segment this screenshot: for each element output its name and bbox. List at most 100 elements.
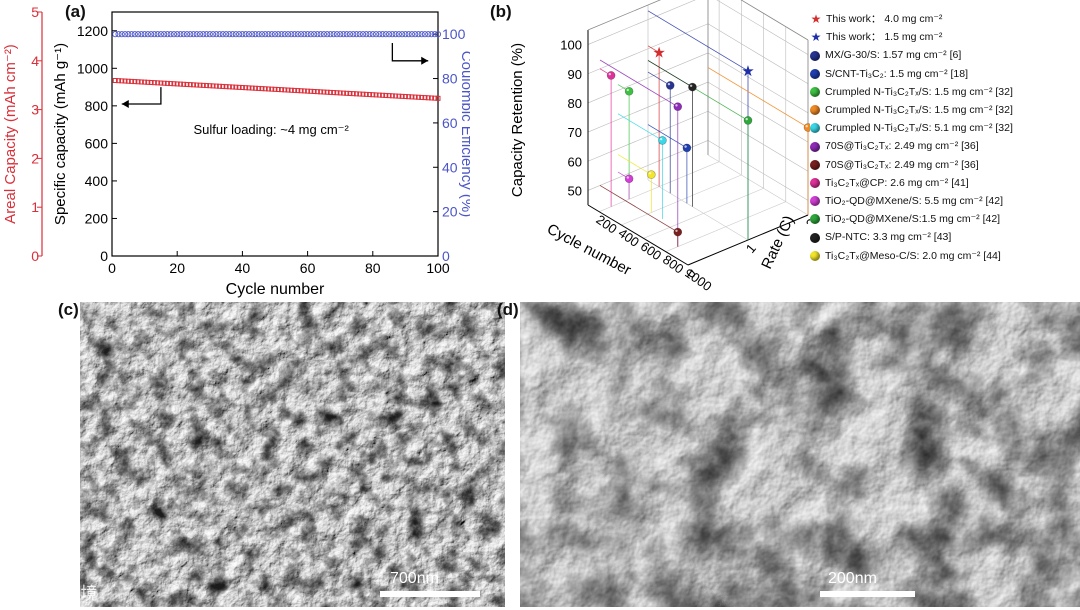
efficiency-point <box>161 31 168 38</box>
efficiency-point <box>268 31 275 38</box>
capacity-point <box>233 84 239 90</box>
capacity-point <box>142 79 148 85</box>
capacity-point <box>236 84 242 90</box>
efficiency-point <box>405 31 412 38</box>
capacity-point <box>419 94 425 100</box>
legend-label: MX/G-30/S: 1.57 mg cm⁻² [6] <box>825 49 962 62</box>
legend-entry: ★ This work： 1.5 mg cm⁻² <box>810 28 1078 46</box>
capacity-point <box>282 87 288 93</box>
capacity-point <box>324 89 330 95</box>
x-axis-label: Cycle number <box>226 281 325 298</box>
efficiency-point <box>232 31 239 38</box>
efficiency-point <box>314 31 321 38</box>
capacity-point <box>350 91 356 97</box>
points-3d: ★★ <box>599 10 810 247</box>
efficiency-series <box>112 31 442 38</box>
efficiency-point <box>337 31 344 38</box>
legend-entry: 70S@Ti₃C₂Tₓ: 2.49 mg cm⁻² [36] <box>810 156 1078 174</box>
capacity-point <box>197 82 203 88</box>
capacity-point <box>171 81 177 87</box>
capacity-point <box>435 95 441 101</box>
efficiency-point <box>206 31 213 38</box>
efficiency-point <box>327 31 334 38</box>
plot-frame <box>111 11 439 257</box>
legend: ★ This work： 4.0 mg cm⁻² ★ This work： 1.5 m… <box>810 10 1078 265</box>
areal-tick-label: 1 <box>31 199 39 215</box>
efficiency-point <box>284 31 292 38</box>
capacity-point <box>256 85 262 91</box>
legend-label: Crumpled N-Ti₃C₂Tₓ/S: 1.5 mg cm⁻² [32] <box>825 85 1013 98</box>
x-tick-label: 200 <box>593 212 619 237</box>
capacity-point <box>210 83 216 89</box>
legend-sphere-icon <box>810 196 820 207</box>
efficiency-point <box>363 31 370 38</box>
sphere-highlight <box>667 82 671 86</box>
capacity-point <box>432 95 438 101</box>
retention-3d-chart: 50607080901002004006008001000012Capacity… <box>509 0 810 294</box>
sphere-marker <box>743 116 753 125</box>
capacity-point <box>135 79 141 85</box>
areal-axis-label: Areal Capacity (mAh cm⁻²) <box>2 44 19 224</box>
capacity-point <box>422 95 428 101</box>
capacity-point <box>399 93 405 99</box>
sphere-highlight <box>745 117 748 121</box>
efficiency-point <box>333 31 340 38</box>
y-left-tick-label: 0 <box>100 248 108 264</box>
legend-sphere-icon <box>810 214 820 225</box>
capacity-point <box>292 87 298 93</box>
capacity-point <box>138 79 144 85</box>
efficiency-point <box>187 31 194 38</box>
capacity-point <box>367 92 373 98</box>
legend-label: This work： 1.5 mg cm⁻² <box>826 31 943 44</box>
sphere-highlight <box>675 104 678 107</box>
sphere-highlight <box>626 88 630 92</box>
capacity-point <box>402 94 408 100</box>
legend-entry: Crumpled N-Ti₃C₂Tₓ/S: 5.1 mg cm⁻² [32] <box>810 119 1078 137</box>
capacity-point <box>354 91 359 97</box>
efficiency-point <box>245 31 252 38</box>
legend-label: Ti₃C₂Tₓ@CP: 2.6 mg cm⁻² [41] <box>825 176 969 189</box>
sphere-marker <box>658 136 667 145</box>
legend-label: Crumpled N-Ti₃C₂Tₓ/S: 5.1 mg cm⁻² [32] <box>825 122 1013 135</box>
capacity-point <box>213 83 219 89</box>
x-axis-line <box>587 204 689 266</box>
capacity-point <box>308 88 314 94</box>
efficiency-point <box>148 31 155 38</box>
efficiency-point <box>278 31 285 38</box>
efficiency-point <box>249 31 256 38</box>
capacity-point <box>158 80 164 86</box>
arrow-to-right-axis <box>391 43 429 62</box>
capacity-point <box>151 80 157 86</box>
box-edge <box>587 0 662 31</box>
efficiency-point <box>121 31 129 38</box>
sphere-marker <box>606 71 616 80</box>
sphere-marker <box>624 86 634 96</box>
watermark-icon: ◰ <box>8 584 25 604</box>
sem-image-high-mag: 200nm <box>520 302 1080 607</box>
efficiency-point <box>376 31 383 38</box>
capacity-point <box>295 88 301 94</box>
capacity-point <box>396 93 402 99</box>
efficiency-point <box>193 31 200 38</box>
y-right-tick-label: 60 <box>442 115 458 131</box>
efficiency-point <box>399 31 406 38</box>
scale-bar-d <box>820 591 915 597</box>
efficiency-point <box>118 31 125 38</box>
capacity-point <box>220 83 226 89</box>
legend-entry: S/P-NTC: 3.3 mg cm⁻² [43] <box>810 228 1078 246</box>
x-tick-label: 600 <box>638 239 664 264</box>
efficiency-point <box>395 31 402 38</box>
grid-line <box>707 154 809 216</box>
legend-entry: S/CNT-Ti₃C₂: 1.5 mg cm⁻² [18] <box>810 65 1078 83</box>
legend-star-icon: ★ <box>810 30 822 45</box>
z-tick-label: 100 <box>560 38 582 53</box>
capacity-point <box>406 94 412 100</box>
efficiency-point <box>307 31 314 38</box>
capacity-point <box>246 85 252 91</box>
efficiency-point <box>425 31 432 38</box>
sphere-highlight <box>689 84 693 87</box>
drop-line <box>647 124 688 149</box>
z-tick-label: 90 <box>568 67 582 82</box>
efficiency-point <box>379 31 386 38</box>
efficiency-point <box>183 31 191 38</box>
